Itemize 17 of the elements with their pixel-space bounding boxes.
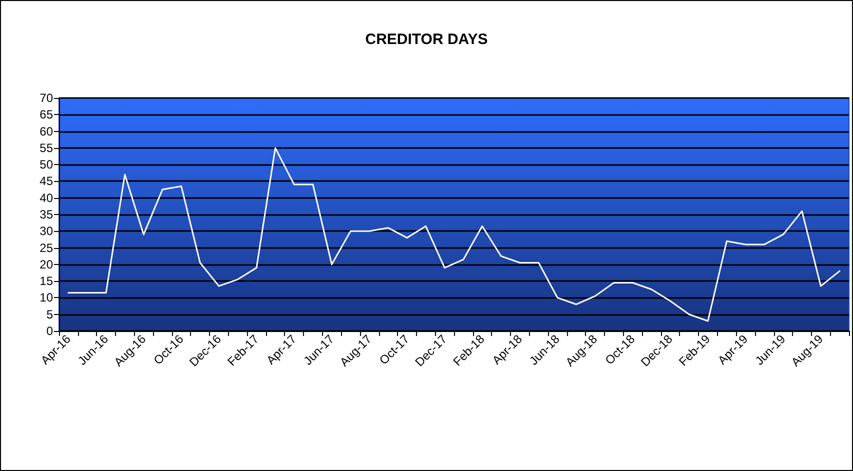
y-tick-label: 40 — [40, 190, 54, 205]
y-tick-label: 30 — [40, 224, 54, 238]
y-tick-label: 5 — [46, 307, 54, 322]
y-tick-label: 60 — [40, 124, 54, 138]
y-tick-label: 70 — [40, 91, 54, 105]
y-tick-label: 65 — [40, 108, 54, 122]
y-tick-label: 45 — [40, 174, 54, 188]
y-tick-label: 20 — [40, 257, 54, 272]
line-series — [68, 147, 840, 322]
y-tick-label: 50 — [40, 158, 54, 172]
y-tick-label: 25 — [40, 240, 54, 255]
y-tick-label: 15 — [40, 274, 54, 288]
y-tick-label: 55 — [40, 140, 54, 155]
y-tick-label: 0 — [46, 324, 54, 338]
chart-title: CREDITOR DAYS — [365, 31, 488, 48]
y-tick-label: 10 — [40, 290, 54, 305]
y-tick-label: 35 — [40, 208, 54, 222]
